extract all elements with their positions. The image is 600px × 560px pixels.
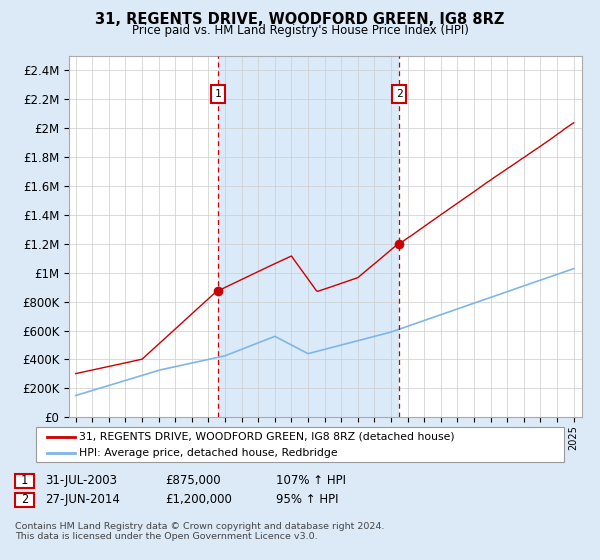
Text: 1: 1 [215, 89, 221, 99]
Text: 31, REGENTS DRIVE, WOODFORD GREEN, IG8 8RZ: 31, REGENTS DRIVE, WOODFORD GREEN, IG8 8… [95, 12, 505, 27]
Bar [218, 56, 399, 417]
Text: 95% ↑ HPI: 95% ↑ HPI [276, 493, 338, 506]
Text: £875,000: £875,000 [165, 474, 221, 487]
Text: HPI: Average price, detached house, Redbridge: HPI: Average price, detached house, Redb… [79, 448, 338, 458]
Text: 2: 2 [21, 493, 28, 506]
Text: £1,200,000: £1,200,000 [165, 493, 232, 506]
Text: 107% ↑ HPI: 107% ↑ HPI [276, 474, 346, 487]
Text: This data is licensed under the Open Government Licence v3.0.: This data is licensed under the Open Gov… [15, 532, 317, 541]
Text: 1: 1 [21, 474, 28, 487]
Text: 31-JUL-2003: 31-JUL-2003 [45, 474, 117, 487]
Text: 27-JUN-2014: 27-JUN-2014 [45, 493, 120, 506]
Text: 31, REGENTS DRIVE, WOODFORD GREEN, IG8 8RZ (detached house): 31, REGENTS DRIVE, WOODFORD GREEN, IG8 8… [79, 432, 455, 442]
Text: Contains HM Land Registry data © Crown copyright and database right 2024.: Contains HM Land Registry data © Crown c… [15, 522, 385, 531]
Text: 2: 2 [396, 89, 403, 99]
Text: Price paid vs. HM Land Registry's House Price Index (HPI): Price paid vs. HM Land Registry's House … [131, 24, 469, 37]
